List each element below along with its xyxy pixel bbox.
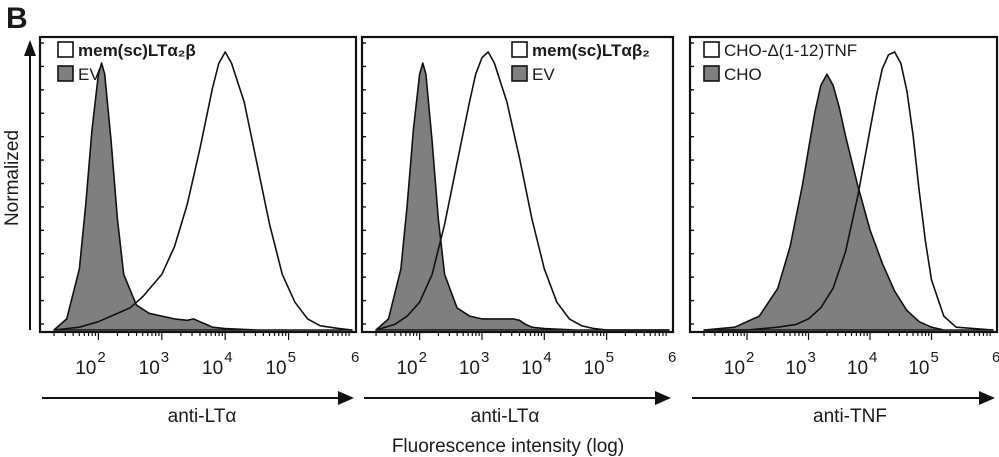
series-curve-filled [703, 73, 994, 331]
x-tick-exponent: 5 [288, 349, 296, 366]
series-curve-filled [53, 62, 353, 331]
x-tick-label: 104 [847, 349, 877, 379]
legend-label: CHO [724, 65, 762, 84]
x-tick-label: 102 [724, 349, 754, 379]
x-tick-exponent: 4 [543, 349, 551, 366]
legend: mem(sc)LTαβ₂ EV [511, 41, 650, 84]
x-tick-label: 105 [908, 349, 938, 379]
x-tick-base: 10 [202, 358, 223, 379]
legend-swatch [703, 65, 720, 82]
plot-frame [38, 35, 358, 334]
legend-swatch [511, 41, 528, 58]
panel-label: B [6, 2, 28, 35]
x-tick-base: 10 [521, 358, 542, 379]
common-x-axis-label: Fluorescence intensity (log) [392, 436, 624, 457]
plot-frame [688, 35, 999, 334]
legend-label: mem(sc)LTα₂β [78, 41, 196, 60]
series-curve-outline [704, 51, 994, 331]
x-tick-label: 104 [202, 349, 232, 379]
series-curve-outline [53, 51, 353, 331]
x-tick-label: 6 [668, 349, 676, 366]
x-tick-exponent: 2 [419, 349, 427, 366]
plot-frame [360, 35, 675, 334]
x-tick-label: 104 [521, 349, 551, 379]
x-tick-label: 105 [265, 349, 295, 379]
x-tick-exponent: 2 [97, 349, 105, 366]
legend-swatch [57, 41, 74, 58]
x-tick-label: 105 [584, 349, 614, 379]
x-tick-exponent: 6 [351, 349, 359, 366]
x-tick-exponent: 4 [869, 349, 877, 366]
legend-label: mem(sc)LTαβ₂ [532, 41, 650, 60]
series-curve-outline [375, 51, 669, 331]
x-tick-exponent: 5 [931, 349, 939, 366]
legend-swatch [703, 41, 720, 58]
x-tick-base: 10 [75, 358, 96, 379]
x-axis-arrow [42, 391, 354, 405]
x-tick-base: 10 [265, 358, 286, 379]
x-tick-label: 103 [785, 349, 815, 379]
x-tick-exponent: 4 [224, 349, 232, 366]
x-tick-base: 10 [724, 358, 745, 379]
x-tick-base: 10 [847, 358, 868, 379]
x-tick-base: 10 [396, 358, 417, 379]
legend: CHO-Δ(1-12)TNF CHO [703, 41, 857, 84]
x-tick-exponent: 5 [606, 349, 614, 366]
x-tick-label: 102 [75, 349, 105, 379]
legend-label: EV [532, 65, 555, 84]
x-axis-label: anti-TNF [813, 406, 887, 427]
x-tick-exponent: 3 [808, 349, 816, 366]
y-axis-label: Normalized [2, 130, 23, 226]
x-axis-arrow [692, 391, 995, 405]
legend-label: EV [78, 65, 101, 84]
legend-label: CHO-Δ(1-12)TNF [724, 41, 857, 60]
legend: mem(sc)LTα₂β EV [57, 41, 196, 84]
x-tick-label: 6 [992, 349, 999, 366]
x-axis-label: anti-LTα [471, 406, 540, 427]
legend-swatch [511, 65, 528, 82]
x-tick-base: 10 [785, 358, 806, 379]
y-axis-arrow [24, 40, 36, 330]
x-tick-base: 10 [459, 358, 480, 379]
legend-swatch [57, 65, 74, 82]
x-tick-base: 10 [908, 358, 929, 379]
x-axis-label: anti-LTα [168, 406, 237, 427]
x-tick-exponent: 6 [992, 349, 999, 366]
x-tick-label: 103 [459, 349, 489, 379]
x-tick-label: 102 [396, 349, 426, 379]
x-tick-exponent: 2 [746, 349, 754, 366]
x-tick-exponent: 6 [668, 349, 676, 366]
x-tick-base: 10 [584, 358, 605, 379]
x-tick-exponent: 3 [481, 349, 489, 366]
x-tick-label: 103 [139, 349, 169, 379]
x-tick-label: 6 [351, 349, 359, 366]
x-tick-exponent: 3 [161, 349, 169, 366]
x-tick-base: 10 [139, 358, 160, 379]
x-axis-arrow [364, 391, 671, 405]
series-curve-filled [375, 62, 670, 331]
